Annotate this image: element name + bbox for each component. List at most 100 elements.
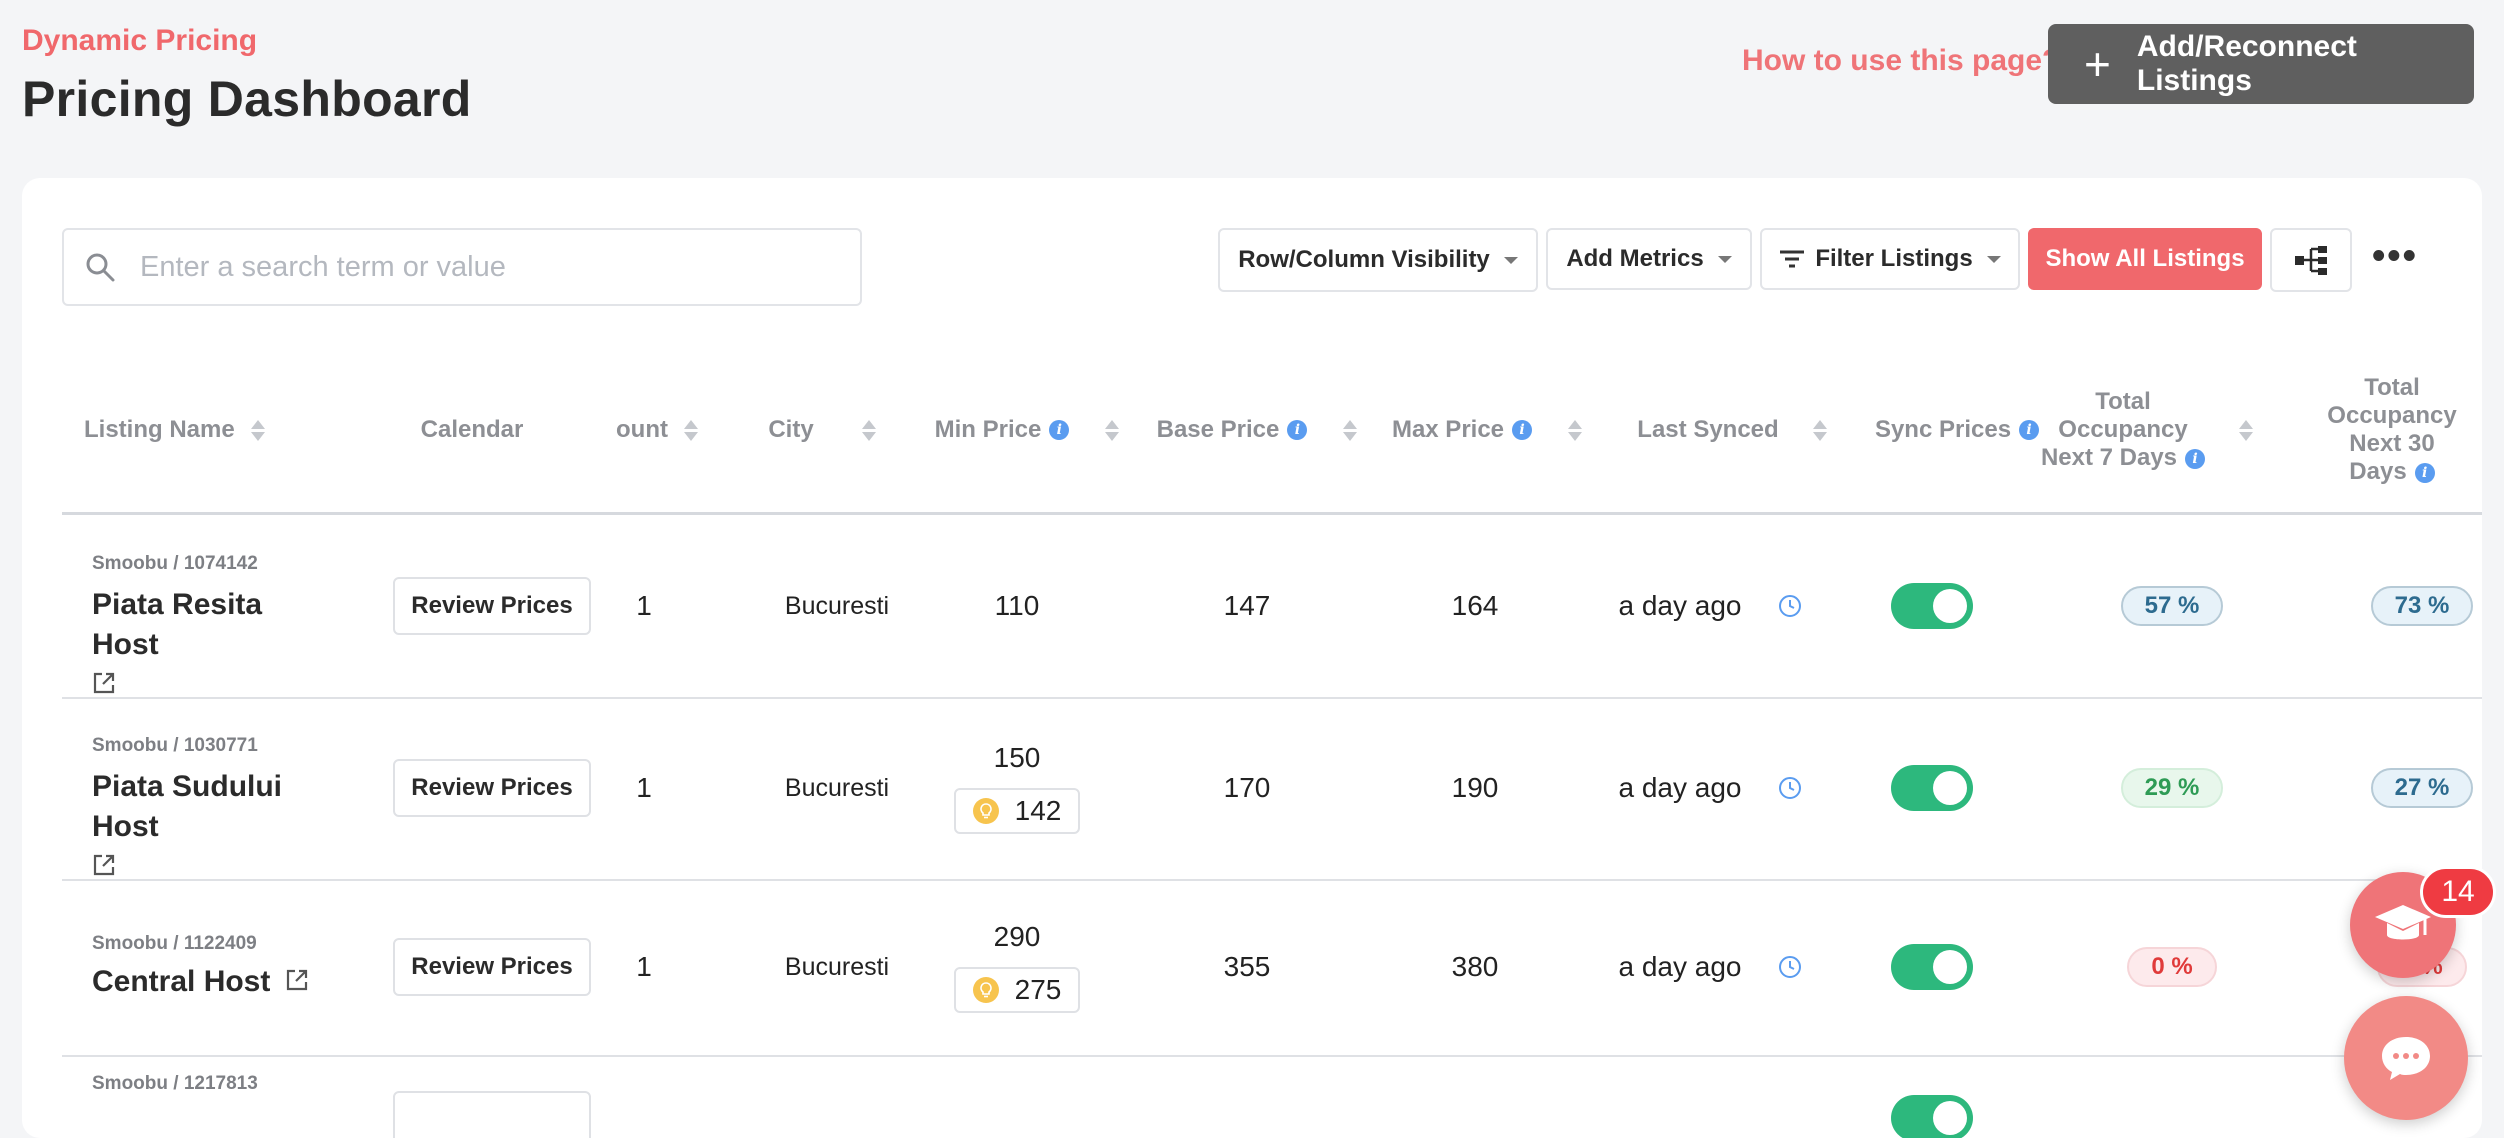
min-price-cell: 150 142: [942, 697, 1092, 879]
max-price-cell[interactable]: 190: [1451, 772, 1499, 803]
add-reconnect-label: Add/Reconnect Listings: [2136, 30, 2357, 97]
occupancy-badge: 29 %: [2120, 768, 2224, 808]
info-icon[interactable]: i: [2019, 420, 2040, 440]
listing-name-text[interactable]: Piata Resita Host: [92, 588, 263, 661]
info-icon[interactable]: i: [1049, 420, 1070, 440]
col-max-price-label: Max Price: [1391, 416, 1505, 443]
col-occ30-line2: Occupancy: [2327, 402, 2457, 429]
chevron-down-icon: [1503, 256, 1518, 264]
graduation-cap-icon: [2375, 905, 2431, 940]
info-icon[interactable]: i: [1287, 420, 1308, 440]
sync-history-icon[interactable]: [1750, 879, 1830, 1055]
col-city[interactable]: City: [742, 348, 902, 512]
chat-bubble-icon: [2382, 1037, 2430, 1080]
add-metrics-dropdown[interactable]: Add Metrics: [1546, 228, 1752, 290]
col-last-synced[interactable]: Last Synced: [1612, 348, 1852, 512]
sort-icon[interactable]: [1812, 419, 1827, 441]
review-prices-button[interactable]: Review Prices: [393, 577, 591, 635]
sort-icon[interactable]: [861, 419, 876, 441]
sync-prices-toggle[interactable]: [1891, 1095, 1973, 1138]
external-link-icon[interactable]: [92, 848, 116, 888]
listing-source: Smoobu / 1074142: [92, 553, 258, 574]
calendar-cell: Review Prices: [392, 879, 592, 1055]
listing-source: Smoobu / 1217813: [92, 1073, 258, 1094]
max-price-cell[interactable]: 164: [1451, 590, 1499, 621]
base-price-cell[interactable]: 170: [1223, 772, 1271, 803]
col-max-price[interactable]: Max Price i: [1372, 348, 1602, 512]
col-occupancy-30[interactable]: Total Occupancy Next 30 Days i: [2312, 348, 2472, 512]
info-icon[interactable]: i: [2185, 448, 2206, 469]
chevron-down-icon: [1717, 255, 1732, 263]
info-icon[interactable]: i: [1512, 420, 1533, 440]
col-occ30-line4: Days: [2349, 458, 2407, 485]
add-metrics-label: Add Metrics: [1566, 245, 1704, 272]
external-link-icon[interactable]: [92, 666, 116, 706]
col-city-label: City: [768, 416, 814, 443]
sort-icon[interactable]: [2239, 419, 2254, 441]
info-icon[interactable]: i: [2414, 462, 2435, 483]
sync-prices-toggle[interactable]: [1891, 583, 1973, 629]
base-price-cell[interactable]: 355: [1223, 951, 1271, 982]
sort-icon[interactable]: [1343, 419, 1358, 441]
sync-history-icon[interactable]: [1750, 515, 1830, 697]
calendar-cell: Review Prices: [392, 515, 592, 697]
hierarchy-icon: [2295, 246, 2327, 275]
filter-listings-dropdown[interactable]: Filter Listings: [1760, 228, 2020, 290]
sort-icon[interactable]: [1568, 419, 1583, 441]
col-base-price-label: Base Price: [1156, 416, 1280, 443]
count-cell: 1: [636, 951, 652, 982]
col-occupancy-7-text: Total Occupancy Next 7 Days i: [2040, 388, 2206, 472]
show-all-listings-button[interactable]: Show All Listings: [2028, 228, 2262, 290]
col-occ7-line3: Next 7 Days: [2040, 444, 2178, 471]
review-prices-button[interactable]: [393, 1091, 591, 1138]
listing-name: Piata Sudului Host: [92, 767, 352, 888]
last-synced-cell: a day ago: [1618, 951, 1742, 982]
col-occupancy-7[interactable]: Total Occupancy Next 7 Days i: [2022, 348, 2272, 512]
sort-icon[interactable]: [250, 419, 265, 441]
max-price-cell[interactable]: 380: [1451, 951, 1499, 982]
chat-button[interactable]: [2344, 996, 2468, 1120]
col-calendar-label: Calendar: [420, 416, 524, 443]
hierarchy-view-button[interactable]: [2270, 228, 2352, 292]
min-price-value[interactable]: 290: [993, 921, 1041, 952]
add-reconnect-listings-button[interactable]: + Add/Reconnect Listings: [2048, 24, 2474, 104]
sync-prices-toggle[interactable]: [1891, 944, 1973, 990]
search-icon: [86, 253, 115, 282]
listing-source: Smoobu / 1122409: [92, 933, 257, 954]
chevron-down-icon: [1986, 255, 2001, 263]
col-listing-name[interactable]: Listing Name: [84, 348, 284, 512]
breadcrumb[interactable]: Dynamic Pricing: [22, 24, 258, 57]
filter-icon: [1780, 250, 1805, 268]
suggested-min-price[interactable]: 142: [954, 788, 1080, 834]
col-min-price[interactable]: Min Price i: [912, 348, 1142, 512]
col-base-price[interactable]: Base Price i: [1142, 348, 1372, 512]
count-cell: 1: [636, 772, 652, 803]
table-row: Smoobu / 1074142 Piata Resita Host Revie…: [62, 515, 2482, 699]
help-link[interactable]: How to use this page?: [1742, 44, 2061, 77]
review-prices-button[interactable]: Review Prices: [393, 938, 591, 996]
sync-history-icon[interactable]: [1750, 697, 1830, 879]
table-row: Smoobu / 1217813: [62, 1055, 2482, 1138]
sort-icon[interactable]: [683, 419, 698, 441]
sync-prices-cell: [1872, 879, 1992, 1055]
listing-name-text[interactable]: Central Host: [92, 965, 271, 998]
listing-name-text[interactable]: Piata Sudului Host: [92, 770, 283, 843]
more-options-icon[interactable]: •••: [2372, 235, 2418, 277]
row-column-visibility-dropdown[interactable]: Row/Column Visibility: [1218, 228, 1538, 292]
min-price-value[interactable]: 150: [993, 742, 1041, 773]
col-count[interactable]: ount: [602, 348, 712, 512]
sync-prices-cell: [1872, 1055, 1992, 1138]
table-header: Listing Name Calendar ount City Min Pric…: [62, 348, 2482, 515]
occupancy-30-cell: 27 %: [2352, 697, 2482, 879]
notification-badge: 14: [2420, 866, 2496, 918]
external-link-icon[interactable]: [285, 966, 309, 1000]
calendar-cell: [392, 1055, 592, 1138]
suggested-min-price[interactable]: 275: [954, 967, 1080, 1013]
col-occ30-line3: Next 30: [2349, 430, 2435, 457]
base-price-cell[interactable]: 147: [1223, 590, 1271, 621]
search-input[interactable]: [138, 249, 822, 285]
min-price-value[interactable]: 110: [994, 590, 1040, 621]
sort-icon[interactable]: [1105, 419, 1120, 441]
review-prices-button[interactable]: Review Prices: [393, 759, 591, 817]
sync-prices-toggle[interactable]: [1891, 765, 1973, 811]
